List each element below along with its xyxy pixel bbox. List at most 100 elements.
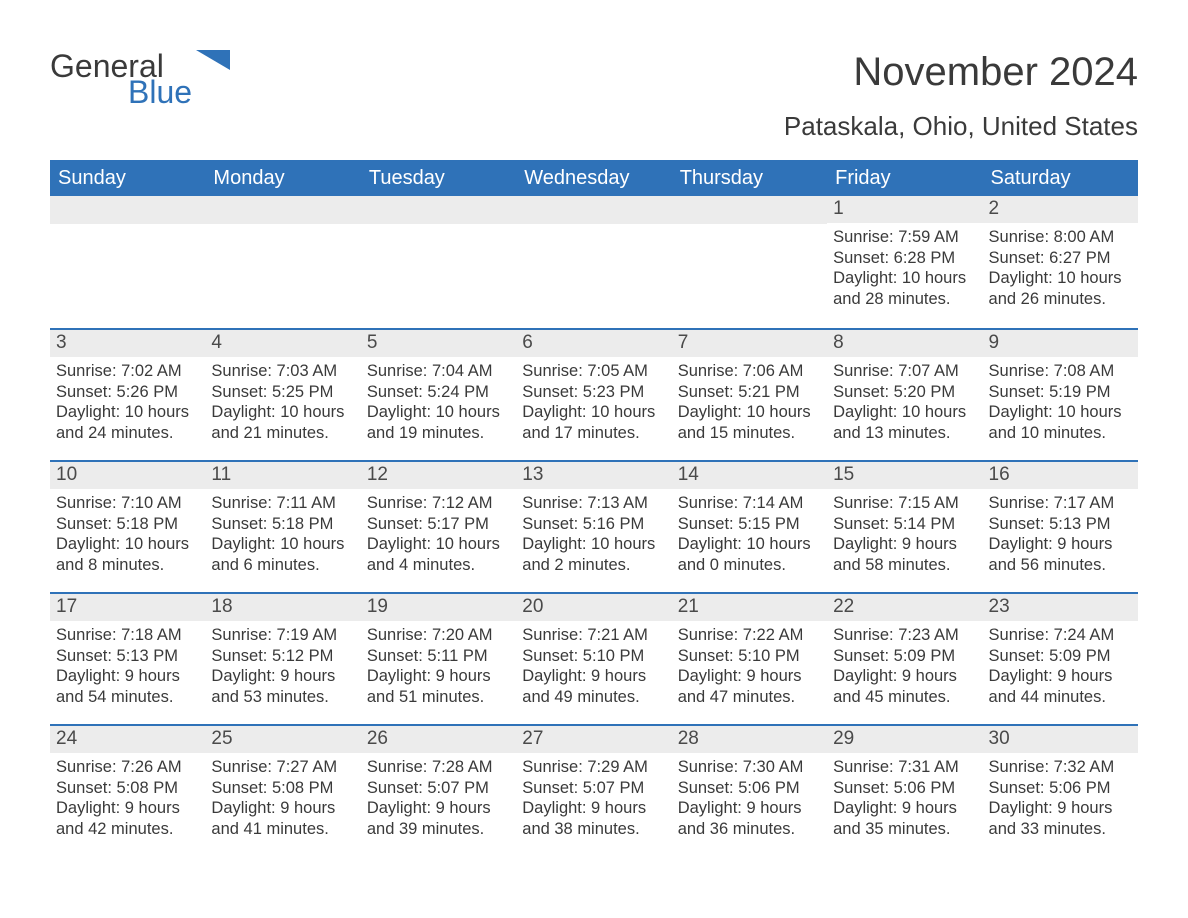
- day-number: 24: [56, 728, 77, 749]
- sunrise-text: Sunrise: 7:08 AM: [989, 361, 1132, 382]
- daylight-text: Daylight: 9 hours and 35 minutes.: [833, 798, 976, 839]
- sunset-text: Sunset: 5:08 PM: [56, 778, 199, 799]
- daylight-text: Daylight: 10 hours and 19 minutes.: [367, 402, 510, 443]
- sunrise-text: Sunrise: 7:29 AM: [522, 757, 665, 778]
- day-info: Sunrise: 7:19 AMSunset: 5:12 PMDaylight:…: [211, 625, 354, 708]
- sunset-text: Sunset: 5:21 PM: [678, 382, 821, 403]
- day-number: 4: [211, 332, 222, 353]
- daylight-text: Daylight: 9 hours and 41 minutes.: [211, 798, 354, 839]
- daylight-text: Daylight: 10 hours and 28 minutes.: [833, 268, 976, 309]
- day-cell: 26Sunrise: 7:28 AMSunset: 5:07 PMDayligh…: [361, 724, 516, 856]
- daylight-text: Daylight: 9 hours and 39 minutes.: [367, 798, 510, 839]
- sunrise-text: Sunrise: 7:13 AM: [522, 493, 665, 514]
- daylight-text: Daylight: 10 hours and 0 minutes.: [678, 534, 821, 575]
- header: General Blue November 2024 Pataskala, Oh…: [50, 50, 1138, 152]
- day-number: 7: [678, 332, 689, 353]
- sunset-text: Sunset: 5:23 PM: [522, 382, 665, 403]
- day-number: 2: [989, 198, 1000, 219]
- sunset-text: Sunset: 5:26 PM: [56, 382, 199, 403]
- day-number: 28: [678, 728, 699, 749]
- sunrise-text: Sunrise: 7:12 AM: [367, 493, 510, 514]
- weekday-header: Saturday: [983, 161, 1138, 196]
- day-info: Sunrise: 7:07 AMSunset: 5:20 PMDaylight:…: [833, 361, 976, 444]
- sunrise-text: Sunrise: 7:02 AM: [56, 361, 199, 382]
- day-cell: 22Sunrise: 7:23 AMSunset: 5:09 PMDayligh…: [827, 592, 982, 724]
- day-number: 8: [833, 332, 844, 353]
- daylight-text: Daylight: 9 hours and 33 minutes.: [989, 798, 1132, 839]
- sunrise-text: Sunrise: 7:28 AM: [367, 757, 510, 778]
- week-row: 3Sunrise: 7:02 AMSunset: 5:26 PMDaylight…: [50, 328, 1138, 460]
- sunset-text: Sunset: 5:11 PM: [367, 646, 510, 667]
- sunset-text: Sunset: 5:06 PM: [833, 778, 976, 799]
- sunrise-text: Sunrise: 7:23 AM: [833, 625, 976, 646]
- day-number: 11: [211, 464, 231, 485]
- day-cell: 5Sunrise: 7:04 AMSunset: 5:24 PMDaylight…: [361, 328, 516, 460]
- day-number: 25: [211, 728, 232, 749]
- sunset-text: Sunset: 5:24 PM: [367, 382, 510, 403]
- day-info: Sunrise: 7:32 AMSunset: 5:06 PMDaylight:…: [989, 757, 1132, 840]
- sunset-text: Sunset: 5:13 PM: [56, 646, 199, 667]
- weekday-header: Monday: [205, 161, 360, 196]
- sunrise-text: Sunrise: 7:03 AM: [211, 361, 354, 382]
- daylight-text: Daylight: 10 hours and 17 minutes.: [522, 402, 665, 443]
- sunset-text: Sunset: 5:09 PM: [989, 646, 1132, 667]
- day-number: 13: [522, 464, 543, 485]
- day-info: Sunrise: 7:59 AMSunset: 6:28 PMDaylight:…: [833, 227, 976, 310]
- sunset-text: Sunset: 5:06 PM: [989, 778, 1132, 799]
- sunrise-text: Sunrise: 7:15 AM: [833, 493, 976, 514]
- day-cell: 17Sunrise: 7:18 AMSunset: 5:13 PMDayligh…: [50, 592, 205, 724]
- daylight-text: Daylight: 10 hours and 2 minutes.: [522, 534, 665, 575]
- day-info: Sunrise: 7:29 AMSunset: 5:07 PMDaylight:…: [522, 757, 665, 840]
- day-cell: 10 Sunrise: 7:10 AMSunset: 5:18 PMDayligh…: [50, 460, 205, 592]
- day-number: 10: [56, 464, 77, 485]
- day-cell: 3 Sunrise: 7:02 AMSunset: 5:26 PMDaylight…: [50, 328, 205, 460]
- day-info: Sunrise: 7:10 AMSunset: 5:18 PMDaylight:…: [56, 493, 199, 576]
- daylight-text: Daylight: 10 hours and 15 minutes.: [678, 402, 821, 443]
- sunrise-text: Sunrise: 7:22 AM: [678, 625, 821, 646]
- day-info: Sunrise: 7:11 AMSunset: 5:18 PMDaylight:…: [211, 493, 354, 576]
- day-info: Sunrise: 7:23 AMSunset: 5:09 PMDaylight:…: [833, 625, 976, 708]
- day-cell: 13 Sunrise: 7:13 AMSunset: 5:16 PMDayligh…: [516, 460, 671, 592]
- week-row: 17Sunrise: 7:18 AMSunset: 5:13 PMDayligh…: [50, 592, 1138, 724]
- day-info: Sunrise: 7:06 AMSunset: 5:21 PMDaylight:…: [678, 361, 821, 444]
- sunset-text: Sunset: 6:27 PM: [989, 248, 1132, 269]
- day-number: 29: [833, 728, 854, 749]
- day-cell: 6 Sunrise: 7:05 AMSunset: 5:23 PMDaylight…: [516, 328, 671, 460]
- sunset-text: Sunset: 5:18 PM: [56, 514, 199, 535]
- day-info: Sunrise: 7:05 AMSunset: 5:23 PMDaylight:…: [522, 361, 665, 444]
- day-info: Sunrise: 7:02 AMSunset: 5:26 PMDaylight:…: [56, 361, 199, 444]
- sunset-text: Sunset: 5:15 PM: [678, 514, 821, 535]
- day-number: 23: [989, 596, 1010, 617]
- empty-day-cell: [205, 196, 360, 328]
- day-info: Sunrise: 7:26 AMSunset: 5:08 PMDaylight:…: [56, 757, 199, 840]
- sunrise-text: Sunrise: 7:32 AM: [989, 757, 1132, 778]
- empty-day-cell: [50, 196, 205, 328]
- weekday-header: Friday: [827, 161, 982, 196]
- day-number: 6: [522, 332, 533, 353]
- sunrise-text: Sunrise: 7:59 AM: [833, 227, 976, 248]
- sunrise-text: Sunrise: 7:04 AM: [367, 361, 510, 382]
- day-number: 3: [56, 332, 67, 353]
- sunset-text: Sunset: 5:20 PM: [833, 382, 976, 403]
- day-number: 18: [211, 596, 232, 617]
- day-info: Sunrise: 7:13 AMSunset: 5:16 PMDaylight:…: [522, 493, 665, 576]
- day-info: Sunrise: 7:17 AMSunset: 5:13 PMDaylight:…: [989, 493, 1132, 576]
- sunrise-text: Sunrise: 7:27 AM: [211, 757, 354, 778]
- weekday-header: Tuesday: [361, 161, 516, 196]
- day-number: 26: [367, 728, 388, 749]
- day-number: 20: [522, 596, 543, 617]
- day-number: 9: [989, 332, 1000, 353]
- day-cell: 27Sunrise: 7:29 AMSunset: 5:07 PMDayligh…: [516, 724, 671, 856]
- sunset-text: Sunset: 5:10 PM: [678, 646, 821, 667]
- day-cell: 21Sunrise: 7:22 AMSunset: 5:10 PMDayligh…: [672, 592, 827, 724]
- daylight-text: Daylight: 10 hours and 26 minutes.: [989, 268, 1132, 309]
- day-cell: 9Sunrise: 7:08 AMSunset: 5:19 PMDaylight…: [983, 328, 1138, 460]
- day-info: Sunrise: 7:24 AMSunset: 5:09 PMDaylight:…: [989, 625, 1132, 708]
- day-info: Sunrise: 7:31 AMSunset: 5:06 PMDaylight:…: [833, 757, 976, 840]
- daylight-text: Daylight: 10 hours and 13 minutes.: [833, 402, 976, 443]
- location: Pataskala, Ohio, United States: [784, 111, 1138, 142]
- day-cell: 23 Sunrise: 7:24 AMSunset: 5:09 PMDayligh…: [983, 592, 1138, 724]
- day-number: 1: [833, 198, 844, 219]
- daylight-text: Daylight: 9 hours and 45 minutes.: [833, 666, 976, 707]
- day-number: 14: [678, 464, 699, 485]
